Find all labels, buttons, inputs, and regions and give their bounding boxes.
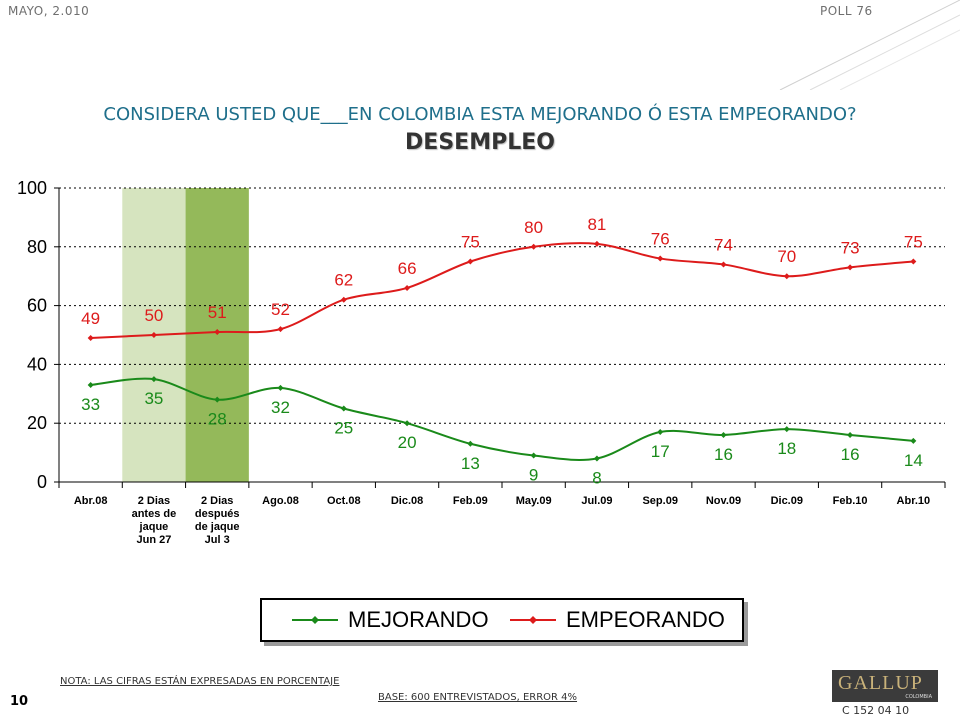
data-label-empeorando: 74 — [714, 235, 733, 254]
data-label-empeorando: 75 — [461, 233, 480, 252]
data-label-empeorando: 76 — [651, 230, 670, 249]
header-date: MAYO, 2.010 — [8, 4, 90, 18]
header-poll: POLL 76 — [820, 4, 873, 18]
data-point-empeorando — [847, 264, 854, 271]
data-point-empeorando — [214, 329, 221, 336]
data-point-mejorando — [593, 455, 600, 462]
y-tick-label: 80 — [27, 237, 47, 257]
data-label-empeorando: 66 — [398, 259, 417, 278]
x-tick-label: Dic.09 — [771, 495, 803, 507]
data-point-empeorando — [340, 296, 347, 303]
legend-item-mejorando: MEJORANDO — [290, 606, 490, 634]
data-point-empeorando — [657, 255, 664, 262]
data-point-empeorando — [530, 243, 537, 250]
page-number: 10 — [10, 694, 29, 709]
legend-swatch-empeorando — [510, 616, 556, 624]
data-point-mejorando — [404, 420, 411, 427]
legend-label-mejorando: MEJORANDO — [348, 607, 489, 632]
data-point-empeorando — [277, 326, 284, 333]
footnote: NOTA: LAS CIFRAS ESTÁN EXPRESADAS EN POR… — [60, 676, 340, 687]
data-point-empeorando — [910, 258, 917, 265]
document-code: C 152 04 10 — [842, 704, 910, 717]
logo-subtitle: COLOMBIA — [905, 694, 932, 700]
data-label-empeorando: 75 — [904, 233, 923, 252]
data-point-mejorando — [467, 440, 474, 447]
data-label-mejorando: 32 — [271, 398, 290, 417]
y-tick-label: 20 — [27, 413, 47, 433]
data-label-mejorando: 33 — [81, 395, 100, 414]
line-chart: 0 20 40 60 80 100 Abr.08 2 Dias antes de jaque Ju… — [17, 178, 946, 546]
y-tick-label: 100 — [17, 178, 47, 198]
x-tick-label: May.09 — [516, 495, 552, 507]
data-point-empeorando — [404, 284, 411, 291]
data-label-empeorando: 70 — [777, 247, 796, 266]
logo-wordmark: GALLUP — [838, 672, 923, 694]
data-point-mejorando — [657, 429, 664, 436]
data-point-empeorando — [467, 258, 474, 265]
legend-swatch-mejorando — [292, 616, 338, 624]
sample-base: BASE: 600 ENTREVISTADOS, ERROR 4% — [378, 692, 578, 703]
x-tick-label: Jul.09 — [581, 495, 612, 507]
data-point-mejorando — [720, 431, 727, 438]
data-label-mejorando: 20 — [398, 433, 417, 452]
data-point-mejorando — [340, 405, 347, 412]
series-line-empeorando — [90, 242, 914, 339]
y-tick-label: 60 — [27, 296, 47, 316]
data-label-mejorando: 8 — [592, 468, 601, 487]
x-tick-label: Feb.09 — [453, 495, 488, 507]
data-label-empeorando: 80 — [524, 218, 543, 237]
data-point-empeorando — [593, 240, 600, 247]
data-label-empeorando: 81 — [587, 215, 606, 234]
data-point-mejorando — [277, 384, 284, 391]
data-label-empeorando: 52 — [271, 300, 290, 319]
data-label-mejorando: 35 — [144, 389, 163, 408]
data-point-mejorando — [910, 437, 917, 444]
x-tick-label: Abr.08 — [74, 495, 108, 507]
data-point-mejorando — [847, 431, 854, 438]
x-tick-label: Abr.10 — [897, 495, 931, 507]
data-label-empeorando: 49 — [81, 309, 100, 328]
chart-legend: MEJORANDO EMPEORANDO — [260, 598, 744, 642]
y-tick-label: 40 — [27, 354, 47, 374]
chart-title: CONSIDERA USTED QUE___EN COLOMBIA ESTA M… — [103, 104, 857, 125]
data-point-mejorando — [783, 426, 790, 433]
legend-item-empeorando: EMPEORANDO — [508, 606, 738, 634]
chart-subtitle: DESEMPLEO — [405, 130, 555, 155]
gallup-logo: GALLUP COLOMBIA — [832, 670, 938, 702]
x-tick-label: 2 Dias después de jaque Jul 3 — [195, 495, 240, 546]
data-point-empeorando — [783, 273, 790, 280]
y-tick-label: 0 — [37, 472, 47, 492]
data-label-mejorando: 25 — [334, 419, 353, 438]
data-label-mejorando: 17 — [651, 442, 670, 461]
data-point-empeorando — [150, 332, 157, 338]
data-label-mejorando: 28 — [208, 410, 227, 429]
decorative-corner-lines — [779, 0, 960, 90]
data-label-mejorando: 16 — [841, 445, 860, 464]
data-point-mejorando — [214, 396, 221, 403]
data-label-mejorando: 16 — [714, 445, 733, 464]
data-label-empeorando: 51 — [208, 303, 227, 322]
data-point-mejorando — [530, 452, 537, 459]
data-point-empeorando — [720, 261, 727, 268]
data-label-empeorando: 50 — [144, 306, 163, 325]
data-label-mejorando: 14 — [904, 451, 923, 470]
data-label-mejorando: 18 — [777, 439, 796, 458]
x-tick-label: Feb.10 — [833, 495, 868, 507]
data-point-empeorando — [87, 334, 94, 341]
legend-label-empeorando: EMPEORANDO — [566, 607, 725, 632]
data-label-mejorando: 13 — [461, 454, 480, 473]
x-tick-label: Sep.09 — [642, 495, 677, 507]
data-label-empeorando: 62 — [334, 271, 353, 290]
x-tick-label: Ago.08 — [262, 495, 299, 507]
data-label-empeorando: 73 — [841, 238, 860, 257]
data-point-mejorando — [150, 376, 157, 383]
data-label-mejorando: 9 — [529, 466, 538, 485]
x-tick-label: Oct.08 — [327, 495, 361, 507]
x-tick-label: Dic.08 — [391, 495, 423, 507]
data-point-mejorando — [87, 381, 94, 388]
x-tick-label: 2 Dias antes de jaque Jun 27 — [132, 495, 177, 546]
x-tick-label: Nov.09 — [706, 495, 741, 507]
